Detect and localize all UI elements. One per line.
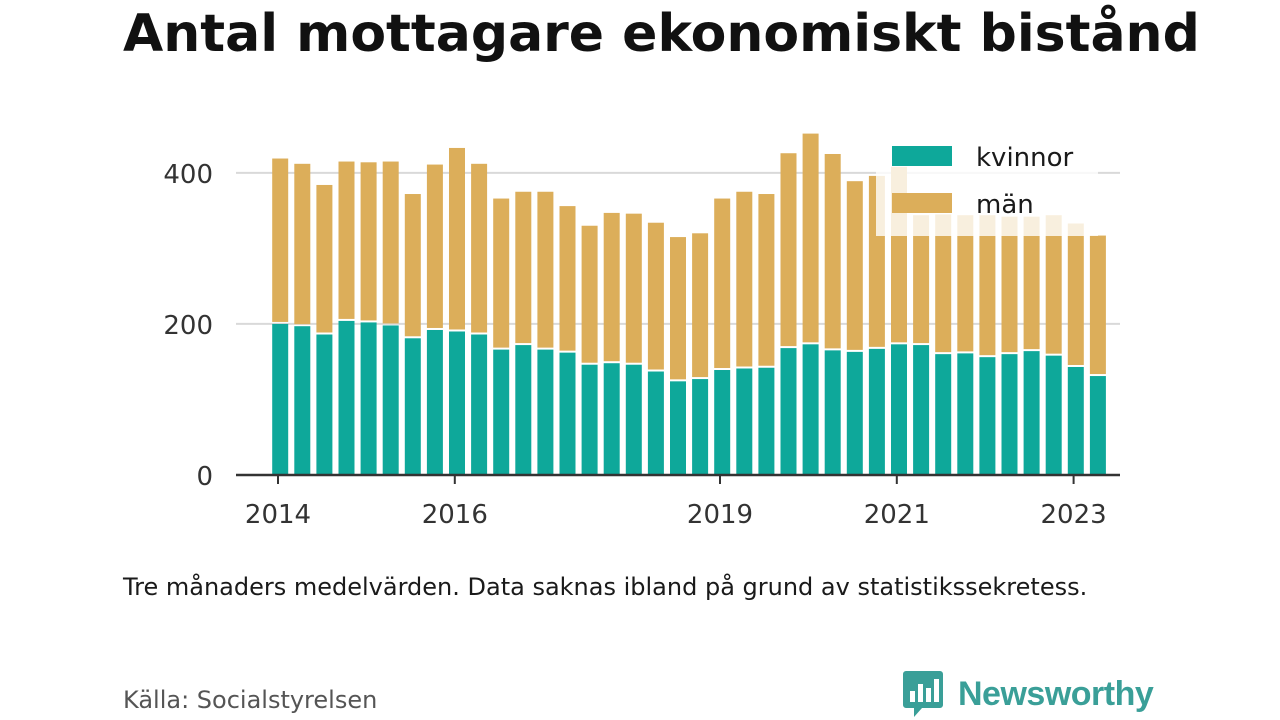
x-tick-label: 2021 (864, 500, 930, 530)
bar-man (537, 191, 554, 348)
bar-kvinnor (780, 348, 797, 475)
bar-man (559, 206, 576, 351)
bar-kvinnor (692, 379, 709, 475)
bar-man (780, 153, 797, 347)
bar-kvinnor (537, 349, 554, 475)
bar-man (603, 212, 620, 362)
bar-kvinnor (891, 344, 907, 475)
legend: kvinnor män (876, 132, 1098, 236)
bars (272, 133, 1106, 475)
bar-man (316, 184, 333, 333)
bar-man (957, 215, 974, 352)
bar-kvinnor (338, 320, 355, 475)
y-tick-label: 400 (163, 160, 213, 190)
bar-man (1001, 216, 1018, 353)
bar-man (824, 153, 841, 349)
bar-man (515, 191, 532, 344)
chart-subtitle: Tre månaders medelvärden. Data saknas ib… (123, 573, 1088, 601)
bar-kvinnor (913, 345, 930, 475)
bar-man (913, 215, 930, 344)
x-tick-label: 2014 (245, 500, 311, 530)
bar-man (802, 133, 819, 343)
bar-man (272, 158, 289, 322)
bar-man (581, 225, 598, 363)
bar-kvinnor (957, 353, 974, 475)
bar-kvinnor (559, 352, 576, 475)
x-axis-ticks: 2014 2016 2019 2021 2023 (245, 475, 1107, 530)
bar-man (338, 161, 355, 319)
bar-kvinnor (670, 381, 686, 475)
bar-man (1023, 216, 1040, 350)
bar-kvinnor (581, 364, 598, 475)
bar-kvinnor (868, 348, 885, 475)
bar-man (625, 213, 642, 363)
newsworthy-logo-icon (903, 671, 943, 717)
bar-kvinnor (802, 344, 819, 475)
bar-kvinnor (1001, 354, 1018, 475)
bar-man (846, 181, 863, 350)
bar-man (1045, 215, 1062, 354)
bar-kvinnor (758, 367, 775, 475)
bar-kvinnor (824, 350, 841, 475)
bar-man (449, 147, 465, 330)
bar-kvinnor (647, 371, 664, 475)
bar-man (714, 198, 731, 369)
bar-man (758, 194, 775, 366)
bar-man (736, 191, 753, 367)
bar-man (670, 237, 686, 380)
bar-man (979, 215, 996, 356)
bar-man (692, 233, 709, 378)
y-tick-label: 200 (163, 311, 213, 341)
bar-man (1067, 223, 1084, 365)
bar-kvinnor (515, 345, 532, 475)
bar-kvinnor (1089, 376, 1106, 475)
bar-man (493, 198, 510, 348)
legend-label: män (976, 190, 1034, 220)
y-axis-ticks: 0 200 400 (163, 160, 213, 492)
bar-kvinnor (449, 331, 465, 475)
bar-kvinnor (1067, 366, 1084, 475)
bar-kvinnor (736, 368, 753, 475)
bar-kvinnor (1023, 351, 1040, 475)
bar-kvinnor (316, 334, 333, 475)
source-note: Källa: Socialstyrelsen (123, 686, 378, 714)
bar-man (935, 214, 952, 353)
chart-title: Antal mottagare ekonomiskt bistånd (123, 4, 1200, 64)
x-tick-label: 2023 (1041, 500, 1107, 530)
bar-kvinnor (979, 357, 996, 475)
bar-kvinnor (382, 325, 399, 475)
bar-kvinnor (603, 363, 620, 475)
bar-kvinnor (404, 338, 421, 475)
legend-label: kvinnor (976, 143, 1074, 173)
bar-kvinnor (426, 329, 443, 475)
bar-kvinnor (1045, 355, 1062, 475)
bar-man (294, 163, 311, 325)
bar-man (471, 163, 488, 333)
bar-man (1089, 235, 1106, 375)
bar-kvinnor (935, 354, 952, 475)
bar-man (360, 162, 377, 321)
legend-swatch (892, 146, 952, 166)
y-tick-label: 0 (196, 462, 213, 492)
bar-kvinnor (846, 351, 863, 475)
bar-kvinnor (360, 322, 377, 475)
bar-kvinnor (272, 323, 289, 475)
brand-logo: Newsworthy (902, 668, 1154, 720)
bar-kvinnor (471, 334, 488, 475)
bar-kvinnor (294, 326, 311, 475)
legend-swatch (892, 193, 952, 213)
x-tick-label: 2016 (422, 500, 488, 530)
brand-name: Newsworthy (958, 674, 1154, 713)
bar-man (647, 222, 664, 370)
bar-kvinnor (493, 349, 510, 475)
bar-kvinnor (714, 370, 731, 475)
bar-man (382, 161, 399, 324)
bar-man (426, 164, 443, 328)
x-tick-label: 2019 (687, 500, 753, 530)
bar-kvinnor (625, 364, 642, 475)
bar-man (404, 194, 421, 337)
